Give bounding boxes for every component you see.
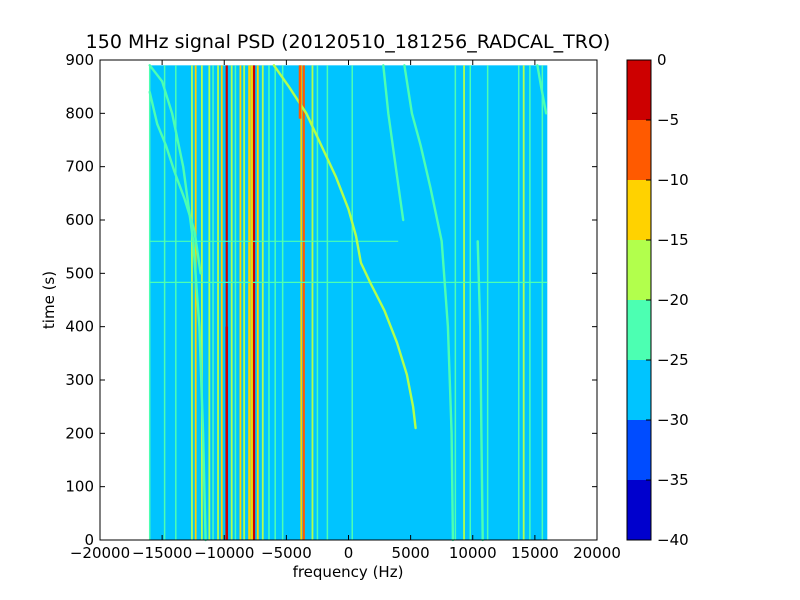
x-tick-label: −10000 xyxy=(194,544,254,562)
drift-track xyxy=(148,64,207,542)
y-tick-label: 300 xyxy=(65,371,94,389)
y-axis-ticks: 0 100 200 300 400 500 600 700 800 900 xyxy=(65,51,597,549)
y-tick-label: 200 xyxy=(65,424,94,442)
x-tick-label: −5000 xyxy=(261,544,312,562)
colorbar-tick-label: −30 xyxy=(657,411,689,429)
colorbar-tick-label: −40 xyxy=(657,531,689,549)
colorbar-tick-label: −35 xyxy=(657,471,689,489)
y-tick-label: 0 xyxy=(84,531,94,549)
chart-title: 150 MHz signal PSD (20120510_181256_RADC… xyxy=(86,31,611,53)
y-axis-label: time (s) xyxy=(40,271,58,329)
colorbar-tick-label: −15 xyxy=(657,231,689,249)
drift-track xyxy=(536,64,548,115)
drift-track xyxy=(403,64,455,542)
x-tick-label: 15000 xyxy=(511,544,559,562)
x-axis-ticks: −20000 −15000 −10000 −5000 0 5000 10000 15000 20… xyxy=(70,60,621,562)
colorbar-ticks: −40 −35 −30 −25 −20 −15 −10 −5 0 xyxy=(646,51,689,549)
colorbar-blocks xyxy=(627,60,651,540)
colorbar-block xyxy=(627,420,651,480)
x-tick-label: 10000 xyxy=(449,544,497,562)
x-tick-label: −15000 xyxy=(132,544,192,562)
colorbar-block xyxy=(627,360,651,420)
drift-track xyxy=(272,64,417,430)
y-tick-label: 100 xyxy=(65,478,94,496)
colorbar-tick-label: −10 xyxy=(657,171,689,189)
colorbar-tick-label: −5 xyxy=(657,111,679,129)
colorbar-block xyxy=(627,180,651,240)
drift-track xyxy=(382,64,405,222)
colorbar-block xyxy=(627,60,651,120)
y-tick-label: 400 xyxy=(65,318,94,336)
drift-track xyxy=(476,240,484,542)
y-tick-label: 600 xyxy=(65,211,94,229)
colorbar-block xyxy=(627,240,651,300)
y-tick-label: 500 xyxy=(65,264,94,282)
psd-heatmap xyxy=(148,64,548,542)
colorbar-tick-label: −20 xyxy=(657,291,689,309)
colorbar-block xyxy=(627,480,651,540)
colorbar-block xyxy=(627,120,651,180)
colorbar-tick-label: 0 xyxy=(657,51,667,69)
x-tick-label: 20000 xyxy=(573,544,621,562)
y-tick-label: 800 xyxy=(65,104,94,122)
x-tick-label: −20000 xyxy=(70,544,130,562)
x-tick-label: 5000 xyxy=(392,544,430,562)
colorbar-block xyxy=(627,300,651,360)
x-axis-label: frequency (Hz) xyxy=(293,563,404,581)
plot-area: −20000 −15000 −10000 −5000 0 5000 10000 15000 20… xyxy=(65,51,621,562)
drift-track xyxy=(148,90,202,275)
x-tick-label: 0 xyxy=(344,544,354,562)
colorbar: −40 −35 −30 −25 −20 −15 −10 −5 0 xyxy=(626,51,689,549)
y-tick-label: 700 xyxy=(65,158,94,176)
y-tick-label: 900 xyxy=(65,51,94,69)
colorbar-tick-label: −25 xyxy=(657,351,689,369)
